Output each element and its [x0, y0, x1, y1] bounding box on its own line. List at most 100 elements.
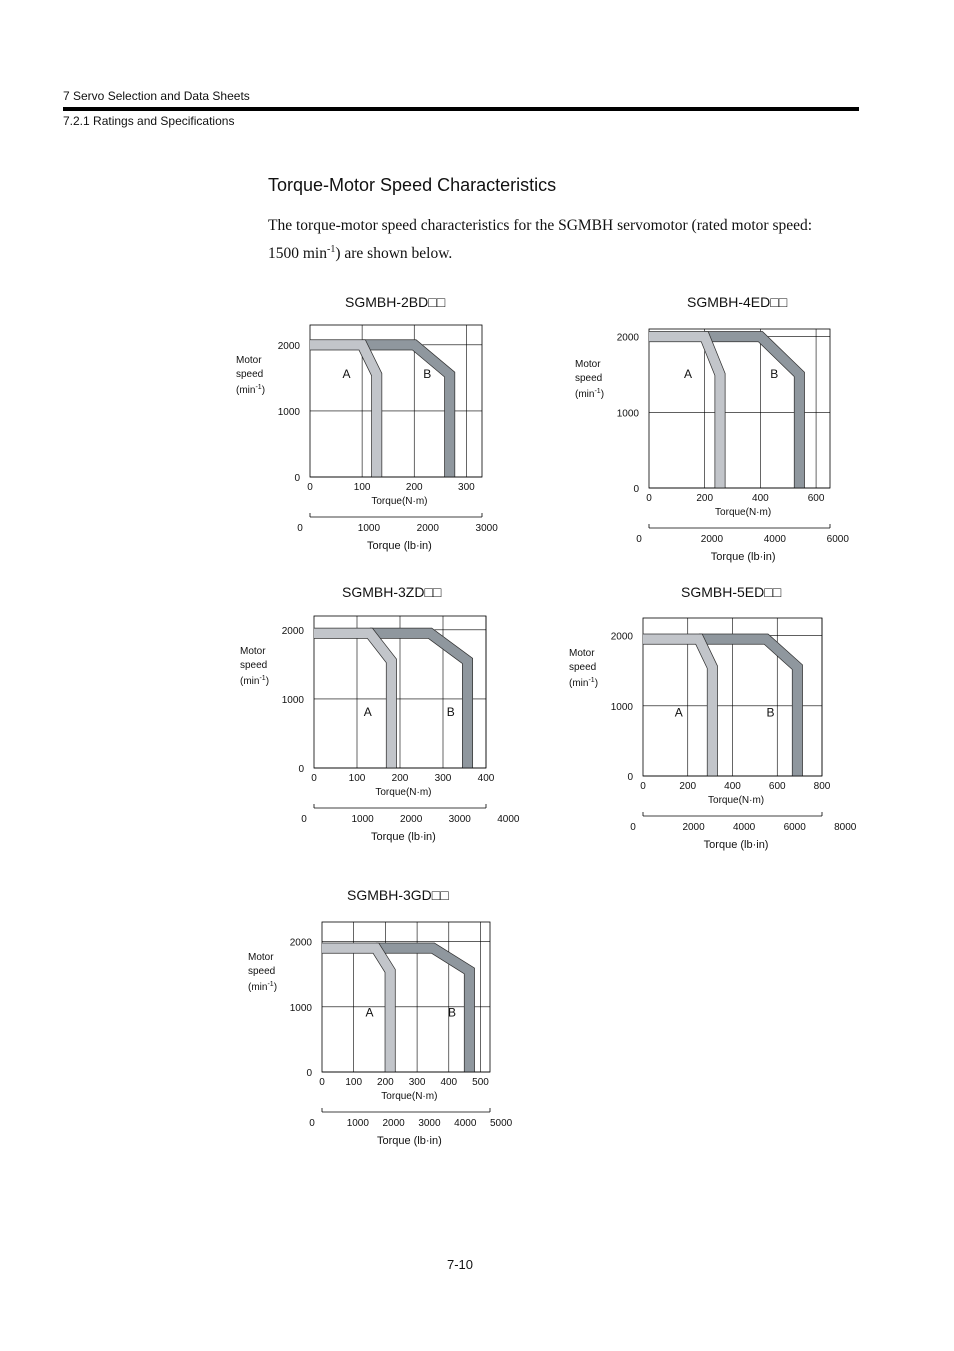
- x2-tick-label: 2000: [701, 534, 724, 545]
- x2-tick-label: 3000: [476, 523, 499, 534]
- x-tick-label: 200: [679, 781, 696, 792]
- series-band-b: [362, 340, 455, 477]
- series-band-b: [704, 331, 805, 488]
- y-tick-label: 0: [633, 484, 639, 495]
- x-tick-label: 300: [458, 482, 475, 493]
- x2-tick-label: 1000: [351, 814, 374, 825]
- x-tick-label: 600: [769, 781, 786, 792]
- x2-axis-label: Torque (lb·in): [367, 540, 432, 552]
- region-label-b: B: [448, 1006, 456, 1020]
- x2-tick-label: 0: [301, 814, 307, 825]
- x2-axis-label: Torque (lb·in): [371, 831, 436, 843]
- x2-tick-label: 6000: [827, 534, 850, 545]
- series-band-a: [649, 331, 725, 488]
- y-axis-label-unit: (min-1): [240, 675, 269, 687]
- y-axis-label-line1: Motor: [240, 646, 266, 657]
- x-axis-label: Torque(N·m): [708, 795, 764, 806]
- x2-axis-label: Torque (lb·in): [377, 1135, 442, 1147]
- x2-tick-label: 3000: [418, 1118, 441, 1129]
- y-axis-label-line2: speed: [569, 662, 596, 673]
- x-tick-label: 200: [377, 1077, 394, 1088]
- y-tick-label: 2000: [611, 632, 634, 643]
- x-tick-label: 0: [307, 482, 313, 493]
- chart-title: SGMBH-2BD□□: [345, 294, 446, 310]
- x2-tick-label: 1000: [347, 1118, 370, 1129]
- y-axis-label-line1: Motor: [569, 648, 595, 659]
- running-header-section: 7.2.1 Ratings and Specifications: [63, 114, 235, 128]
- x-tick-label: 100: [354, 482, 371, 493]
- x2-tick-label: 0: [297, 523, 303, 534]
- region-label-b: B: [767, 705, 775, 719]
- y-axis-label-line2: speed: [248, 966, 275, 977]
- chart-title: SGMBH-4ED□□: [687, 294, 788, 310]
- chart-title: SGMBH-3ZD□□: [342, 584, 442, 600]
- x2-tick-label: 2000: [400, 814, 423, 825]
- x-tick-label: 200: [406, 482, 423, 493]
- chart-sgmbh-3zd: SGMBH-3ZD□□ A B 0 1000 2000 Motor speed (min-1) 0…: [240, 584, 520, 843]
- x-tick-label: 300: [435, 773, 452, 784]
- x-tick-label: 0: [646, 493, 652, 504]
- x-axis-label: Torque(N·m): [375, 787, 431, 798]
- x2-tick-label: 0: [636, 534, 642, 545]
- y-tick-label: 0: [306, 1068, 312, 1079]
- region-label-b: B: [770, 367, 778, 381]
- y-tick-label: 0: [627, 772, 633, 783]
- x-tick-label: 500: [472, 1077, 489, 1088]
- series-band-a: [643, 634, 718, 776]
- series-band-a: [310, 340, 382, 477]
- x-tick-label: 100: [345, 1077, 362, 1088]
- x2-tick-label: 3000: [449, 814, 472, 825]
- chart-sgmbh-2bd: SGMBH-2BD□□A B010002000Motorspeed(min-1)0…: [236, 294, 499, 552]
- series-band-b: [369, 628, 473, 768]
- running-header-chapter: 7 Servo Selection and Data Sheets: [63, 89, 250, 103]
- series-band-a: [322, 943, 395, 1072]
- x2-tick-label: 4000: [764, 534, 787, 545]
- x-tick-label: 400: [478, 773, 495, 784]
- chart-sgmbh-4ed: SGMBH-4ED□□A B010002000Motorspeed(min-1)0…: [575, 294, 850, 563]
- y-tick-label: 0: [294, 473, 300, 484]
- x-tick-label: 400: [440, 1077, 457, 1088]
- intro-superscript: -1: [327, 243, 336, 255]
- x-tick-label: 600: [808, 493, 825, 504]
- x-tick-label: 300: [409, 1077, 426, 1088]
- x2-tick-label: 4000: [497, 814, 520, 825]
- x-axis-label: Torque(N·m): [715, 507, 771, 518]
- x-tick-label: 0: [319, 1077, 325, 1088]
- intro-line-1: The torque-motor speed characteristics f…: [268, 217, 813, 234]
- chart-sgmbh-5ed: SGMBH-5ED□□A B010002000Motorspeed(min-1)0…: [569, 584, 857, 851]
- y-axis-label-unit: (min-1): [236, 384, 265, 396]
- x-tick-label: 0: [311, 773, 317, 784]
- x-tick-label: 800: [814, 781, 831, 792]
- y-tick-label: 2000: [290, 938, 313, 949]
- region-label-a: A: [684, 367, 692, 381]
- y-tick-label: 1000: [278, 407, 301, 418]
- x-tick-label: 400: [752, 493, 769, 504]
- region-label-a: A: [364, 705, 372, 719]
- region-label-a: A: [342, 367, 350, 381]
- x2-axis-label: Torque (lb·in): [711, 551, 776, 563]
- y-axis-label-line2: speed: [575, 373, 602, 384]
- y-tick-label: 2000: [278, 341, 301, 352]
- x-axis-label: Torque(N·m): [371, 496, 427, 507]
- x-tick-label: 400: [724, 781, 741, 792]
- y-axis-label-line2: speed: [236, 369, 263, 380]
- y-axis-label-unit: (min-1): [569, 677, 598, 689]
- region-label-b: B: [423, 367, 431, 381]
- y-axis-label-line2: speed: [240, 660, 267, 671]
- chart-title: SGMBH-5ED□□: [681, 584, 782, 600]
- region-label-b: B: [447, 705, 455, 719]
- section-title: Torque-Motor Speed Characteristics: [268, 175, 557, 195]
- y-axis-label-unit: (min-1): [575, 388, 604, 400]
- y-axis-label-line1: Motor: [248, 952, 274, 963]
- y-axis-label-unit: (min-1): [248, 981, 277, 993]
- intro-paragraph: The torque-motor speed characteristics f…: [268, 212, 858, 268]
- intro-line-2-pre: 1500 min: [268, 245, 327, 262]
- y-tick-label: 2000: [617, 333, 640, 344]
- page-number: 7-10: [446, 1257, 474, 1272]
- y-tick-label: 1000: [617, 408, 640, 419]
- x2-tick-label: 8000: [834, 822, 857, 833]
- x-tick-label: 100: [349, 773, 366, 784]
- x2-tick-label: 2000: [383, 1118, 406, 1129]
- x-axis-label: Torque(N·m): [381, 1091, 437, 1102]
- x-tick-label: 0: [640, 781, 646, 792]
